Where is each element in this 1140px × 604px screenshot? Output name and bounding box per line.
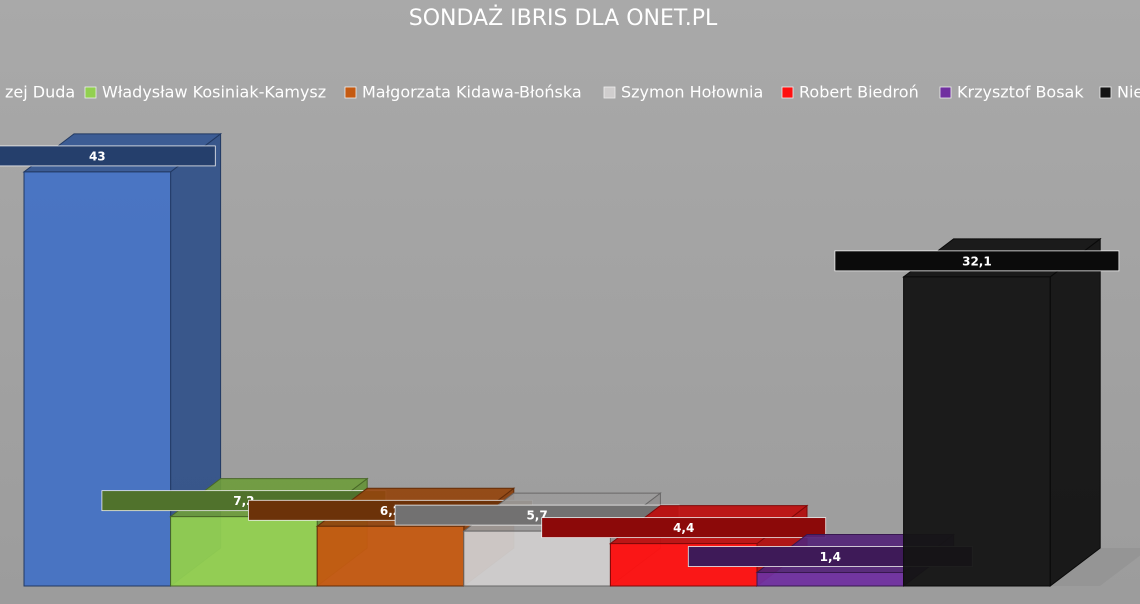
legend-label: zej Duda: [5, 83, 75, 102]
data-label: 1,4: [820, 550, 841, 564]
legend-swatch: [939, 86, 952, 99]
bar: [463, 530, 611, 587]
data-label: 43: [89, 149, 106, 163]
bar: [756, 572, 905, 587]
legend-swatch: [603, 86, 616, 99]
bar: [23, 171, 172, 587]
legend-swatch: [84, 86, 97, 99]
legend-swatch: [781, 86, 794, 99]
data-label: 32,1: [962, 254, 992, 268]
bar: [903, 276, 1051, 587]
bar: [316, 525, 465, 587]
data-label: 4,4: [673, 521, 694, 535]
legend-label: Małgorzata Kidawa-Błońska: [362, 83, 582, 102]
legend-label: Krzysztof Bosak: [957, 83, 1084, 102]
data-label-box: [0, 145, 216, 167]
bar: [170, 516, 318, 587]
data-label-box: [834, 250, 1120, 272]
legend-label: Władysław Kosiniak-Kamysz: [102, 83, 326, 102]
chart-title: SONDAŻ IBRIS DLA ONET.PL: [409, 5, 718, 31]
legend-label: Szymon Hołownia: [621, 83, 763, 102]
legend-swatch: [1099, 86, 1112, 99]
data-label-box: [541, 517, 827, 539]
legend-label: Nie: [1117, 83, 1140, 102]
legend-label: Robert Biedroń: [799, 83, 919, 102]
legend-swatch: [344, 86, 357, 99]
bar-side: [1049, 237, 1101, 588]
